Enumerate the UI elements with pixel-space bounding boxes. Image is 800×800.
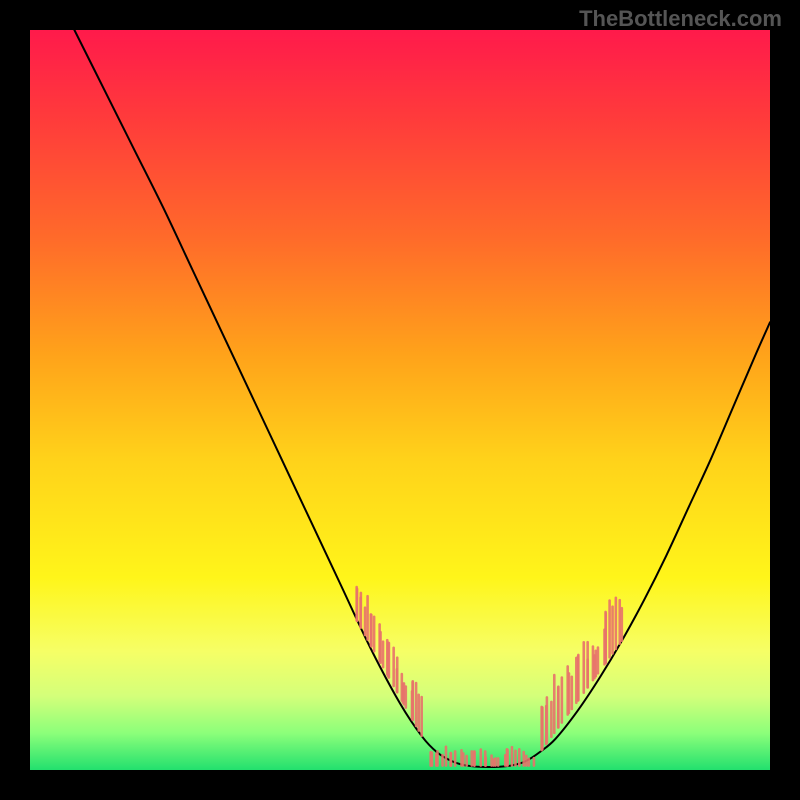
watermark-text: TheBottleneck.com <box>579 6 782 32</box>
chart-svg <box>30 30 770 770</box>
bottleneck-curve <box>74 30 770 767</box>
plot-area <box>30 30 770 770</box>
